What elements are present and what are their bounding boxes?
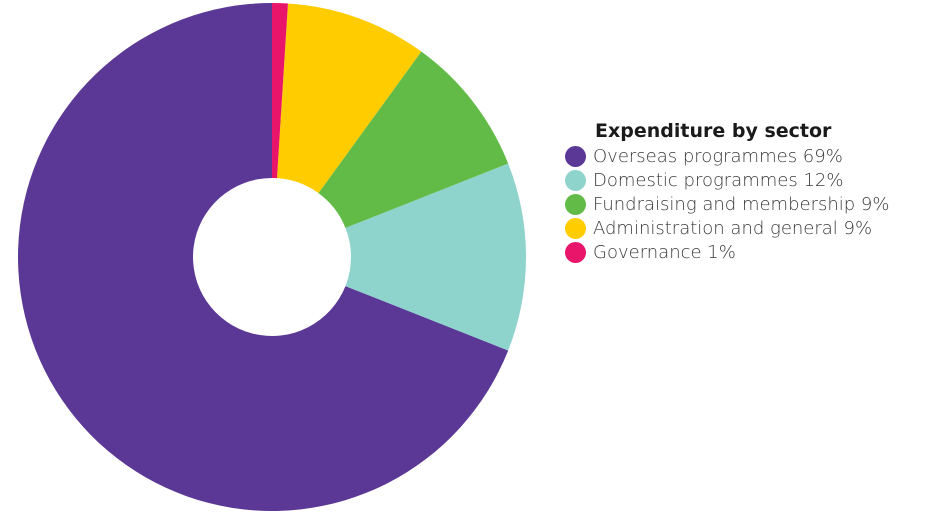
legend-item: Governance 1%	[565, 240, 889, 264]
slice-administration-and-general	[276, 3, 422, 194]
slice-governance	[272, 3, 288, 179]
legend-swatch	[565, 241, 586, 263]
slice-fundraising-and-membership	[318, 51, 509, 228]
legend-label: Overseas programmes 69%	[593, 145, 843, 167]
legend: Expenditure by sector Overseas programme…	[565, 120, 889, 264]
legend-label: Domestic programmes 12%	[593, 169, 844, 191]
legend-swatch	[565, 193, 586, 215]
legend-item: Fundraising and membership 9%	[565, 192, 889, 216]
legend-item: Administration and general 9%	[565, 216, 889, 240]
legend-swatch	[565, 217, 586, 239]
legend-title: Expenditure by sector	[595, 120, 832, 142]
legend-swatch	[565, 169, 586, 191]
legend-item: Domestic programmes 12%	[565, 168, 889, 192]
slice-overseas-programmes	[18, 3, 509, 512]
legend-swatch	[565, 145, 586, 167]
slice-domestic-programmes	[345, 163, 527, 351]
legend-items: Overseas programmes 69% Domestic programm…	[565, 144, 889, 264]
legend-item: Overseas programmes 69%	[565, 144, 889, 168]
legend-label: Administration and general 9%	[593, 217, 873, 239]
legend-label: Governance 1%	[593, 241, 736, 263]
legend-label: Fundraising and membership 9%	[593, 193, 890, 215]
